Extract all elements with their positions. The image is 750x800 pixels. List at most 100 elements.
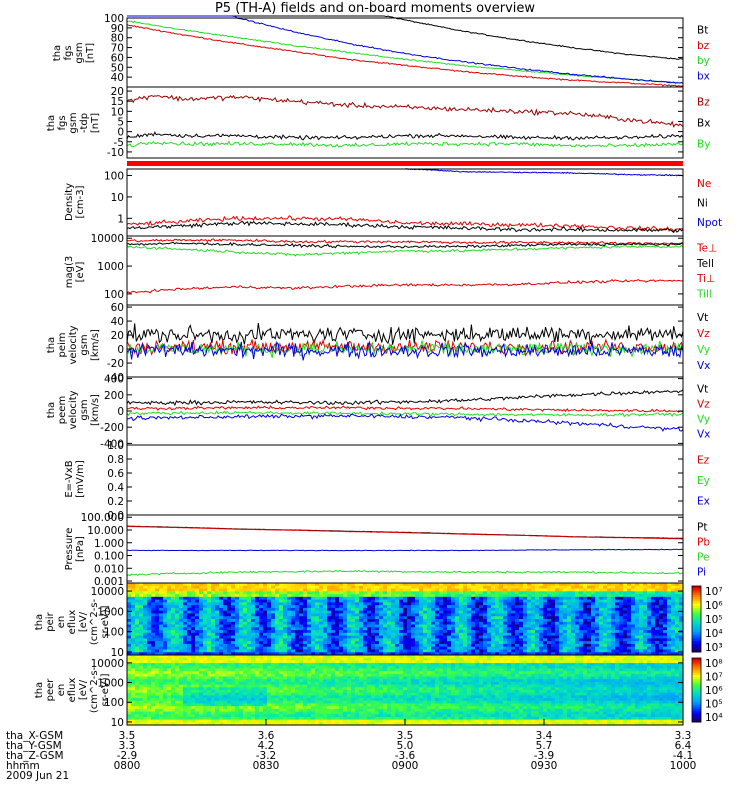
series-line-Vt (126, 389, 684, 407)
spectrogram-cell (239, 703, 244, 707)
spectrogram-cell (551, 635, 556, 639)
spectrogram-cell (215, 673, 220, 678)
spectrogram-cell (159, 657, 164, 661)
spectrogram-cell (275, 607, 280, 612)
spectrogram-cell (163, 676, 168, 680)
spectrogram-cell (607, 619, 612, 623)
spectrogram-cell (131, 668, 136, 672)
spectrogram-cell (207, 585, 212, 590)
spectrogram-cell (171, 676, 176, 680)
spectrogram-cell (303, 643, 308, 648)
spectrogram-cell (507, 583, 512, 587)
spectrogram-cell (399, 649, 404, 653)
spectrogram-cell (211, 708, 216, 713)
spectrogram-cell (127, 594, 132, 598)
spectrogram-cell (195, 621, 200, 626)
spectrogram-cell (523, 613, 528, 617)
spectrogram-cell (175, 700, 180, 705)
spectrogram-cell (575, 605, 580, 609)
spectrogram-cell (183, 599, 188, 603)
spectrogram-cell (251, 646, 256, 651)
spectrogram-cell (459, 605, 464, 609)
spectrogram-cell (219, 605, 224, 609)
spectrogram-cell (519, 649, 524, 653)
spectrogram-cell (203, 663, 208, 667)
spectrogram-cell (623, 638, 628, 642)
spectrogram-cell (323, 602, 328, 606)
colorbar-step (692, 601, 701, 605)
colorbar-step (692, 586, 701, 589)
spectrogram-cell (443, 652, 448, 656)
spectrogram-cell (163, 716, 168, 721)
spectrogram-cell (427, 588, 432, 592)
spectrogram-cell (391, 605, 396, 609)
spectrogram-cell (551, 621, 556, 626)
spectrogram-cell (163, 668, 168, 672)
spectrogram-cell (447, 627, 452, 631)
spectrogram-cell (143, 716, 148, 721)
spectrogram-cell (407, 607, 412, 612)
spectrogram-cell (155, 687, 160, 691)
spectrogram-cell (615, 610, 620, 615)
colorbar-step (692, 649, 701, 653)
spectrogram-cell (467, 627, 472, 631)
spectrogram-cell (183, 635, 188, 639)
spectrogram-cell (251, 607, 256, 612)
spectrogram-cell (619, 621, 624, 626)
spectrogram-cell (155, 665, 160, 670)
spectrogram-cell (435, 616, 440, 620)
spectrogram-cell (487, 613, 492, 617)
spectrogram-cell (499, 613, 504, 617)
spectrogram-cell (147, 638, 152, 642)
spectrogram-cell (259, 665, 264, 670)
spectrogram-cell (279, 594, 284, 598)
spectrogram-cell (451, 641, 456, 645)
colorbar-step (692, 630, 701, 633)
spectrogram-cell (635, 610, 640, 615)
spectrogram-cell (327, 583, 332, 587)
spectrogram-cell (247, 596, 252, 601)
spectrogram-cell (155, 616, 160, 620)
spectrogram-cell (491, 610, 496, 615)
spectrogram-cell (651, 619, 656, 623)
spectrogram-cell (207, 687, 212, 691)
spectrogram-cell (579, 646, 584, 651)
spectrogram-cell (323, 594, 328, 598)
spectrogram-cell (479, 635, 484, 639)
spectrogram-cell (667, 613, 672, 617)
spectrogram-cell (655, 610, 660, 615)
spectrogram-cell (499, 643, 504, 648)
spectrogram-cell (443, 594, 448, 598)
spectrogram-cell (551, 638, 556, 642)
spectrogram-cell (643, 596, 648, 601)
spectrogram-cell (219, 627, 224, 631)
spectrogram-cell (207, 668, 212, 672)
spectrogram-cell (507, 596, 512, 601)
spectrogram-cell (223, 610, 228, 615)
spectrogram-cell (187, 679, 192, 683)
spectrogram-cell (227, 692, 232, 696)
spectrogram-cell (567, 638, 572, 642)
spectrogram-cell (215, 602, 220, 606)
spectrogram-cell (403, 649, 408, 653)
spectrogram-cell (235, 657, 240, 661)
spectrogram-cell (187, 602, 192, 606)
spectrogram-cell (291, 613, 296, 617)
spectrogram-cell (179, 657, 184, 661)
spectrogram-cell (155, 599, 160, 603)
y-axis-label: Density [cm-3] (64, 183, 86, 221)
spectrogram-cell (259, 619, 264, 623)
spectrogram-cell (171, 684, 176, 688)
spectrogram-cell (515, 624, 520, 628)
spectrogram-cell (619, 594, 624, 598)
spectrogram-cell (271, 692, 276, 696)
spectrogram-cell (459, 607, 464, 612)
spectrogram-cell (455, 624, 460, 628)
spectrogram-cell (447, 599, 452, 603)
spectrogram-cell (175, 583, 180, 587)
spectrogram-cell (163, 708, 168, 713)
spectrogram-cell (163, 607, 168, 612)
spectrogram-cell (211, 605, 216, 609)
spectrogram-cell (275, 692, 280, 696)
spectrogram-cell (143, 602, 148, 606)
